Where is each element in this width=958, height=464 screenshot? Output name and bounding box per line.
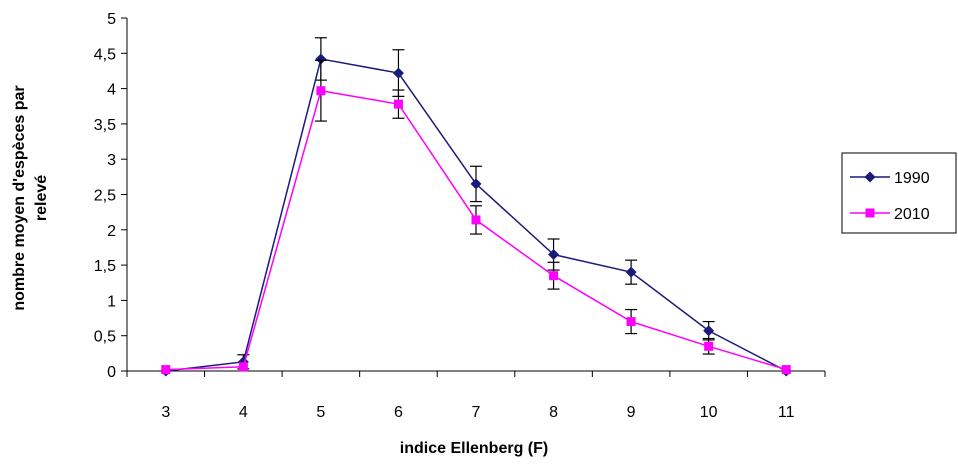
y-axis-ticks: 0 0,5 1 1,5 2 2,5 3 3,5 4 4,5 5: [94, 11, 127, 381]
y-tick-label: 2: [107, 223, 116, 240]
legend-label-1990: 1990: [894, 170, 930, 187]
data-point: [625, 266, 637, 278]
legend-marker-2010: [865, 208, 875, 218]
series-1990: [160, 37, 792, 377]
data-point: [470, 178, 482, 190]
y-axis-label-line-1: nombre moyen d'espèces par: [11, 85, 28, 310]
y-tick-label: 5: [107, 11, 116, 28]
data-point: [161, 365, 171, 375]
y-tick-label: 1,5: [94, 258, 116, 275]
x-tick-label: 10: [700, 404, 718, 421]
data-point: [316, 86, 326, 96]
y-tick-label: 4: [107, 82, 116, 99]
y-tick-label: 3,5: [94, 117, 116, 134]
data-point: [626, 317, 636, 327]
data-point: [703, 325, 715, 337]
legend-box: [841, 152, 957, 234]
data-point: [471, 215, 481, 225]
legend-label-2010: 2010: [894, 206, 930, 223]
data-point: [548, 249, 560, 261]
legend-marker-1990: [864, 171, 876, 183]
data-point: [549, 271, 559, 281]
y-axis-label: nombre moyen d'espèces par relevé: [11, 85, 50, 310]
y-axis-label-line-2: relevé: [33, 175, 50, 221]
x-tick-label: 5: [316, 404, 325, 421]
y-tick-label: 4,5: [94, 46, 116, 63]
x-tick-label: 11: [778, 404, 795, 421]
legend: 1990 2010: [841, 152, 957, 234]
data-point: [392, 67, 404, 79]
data-point: [781, 365, 791, 375]
y-tick-label: 2,5: [94, 188, 116, 205]
x-tick-label: 4: [239, 404, 248, 421]
data-point: [704, 341, 714, 351]
x-axis-ticks: 3 4 5 6 7 8 9 10 11: [126, 371, 826, 421]
x-tick-label: 7: [472, 404, 481, 421]
x-tick-label: 9: [627, 404, 636, 421]
x-tick-label: 8: [549, 404, 558, 421]
series-layer: [160, 37, 792, 377]
series-2010: [161, 59, 791, 375]
data-point: [238, 362, 248, 372]
data-point: [393, 99, 403, 109]
y-tick-label: 0: [107, 364, 116, 381]
data-point: [315, 53, 327, 65]
x-axis-label: indice Ellenberg (F): [400, 440, 548, 457]
y-tick-label: 3: [107, 152, 116, 169]
y-tick-label: 1: [107, 293, 116, 310]
x-tick-label: 3: [161, 404, 170, 421]
y-tick-label: 0,5: [94, 329, 116, 346]
x-tick-label: 6: [394, 404, 403, 421]
